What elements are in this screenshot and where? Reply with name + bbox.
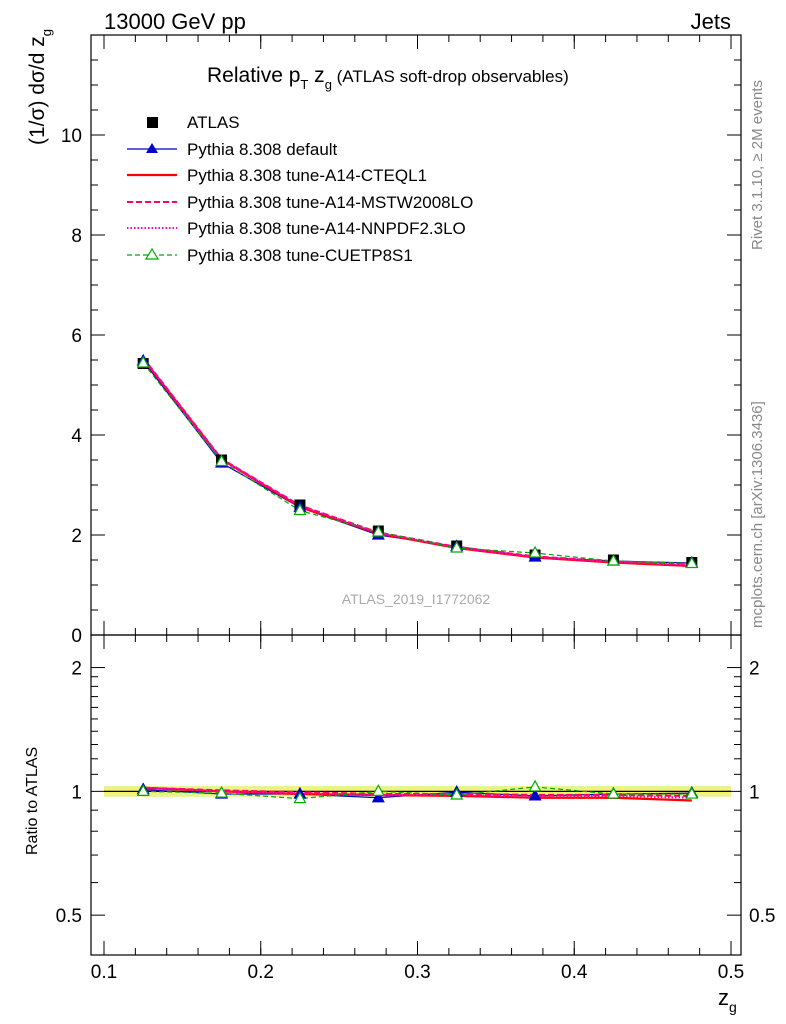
- header-right: Jets: [691, 9, 731, 34]
- legend-item-data: ATLAS: [147, 113, 240, 132]
- x-tick-label: 0.3: [404, 962, 430, 983]
- y-tick-label: 10: [61, 126, 82, 147]
- y-tick-label: 0: [71, 626, 82, 647]
- y-tick-label: 4: [71, 426, 82, 447]
- x-tick-label: 0.1: [91, 962, 117, 983]
- x-tick-label: 0.2: [248, 962, 274, 983]
- series-marker-4: [215, 454, 229, 467]
- legend-item-1: Pythia 8.308 tune-A14-CTEQL1: [127, 166, 427, 185]
- ratio-tick-label-right: 1: [749, 782, 760, 803]
- ratio-tick-label-left: 1: [71, 782, 82, 803]
- y-tick-label: 8: [71, 226, 82, 247]
- legend-item-4: Pythia 8.308 tune-CUETP8S1: [127, 246, 413, 265]
- header-left: 13000 GeV pp: [104, 9, 246, 34]
- legend-item-3: Pythia 8.308 tune-A14-NNPDF2.3LO: [127, 219, 466, 238]
- series-marker-4: [528, 545, 542, 558]
- y-axis-label: (1/σ) dσ/d zg: [26, 29, 54, 145]
- chart-title: Relative pT zg (ATLAS soft-drop observab…: [207, 64, 569, 92]
- ratio-marker-4: [293, 791, 307, 804]
- series-marker-4: [450, 540, 464, 553]
- legend: ATLAS Pythia 8.308 default Pythia 8.308 …: [127, 113, 473, 265]
- ratio-marker-4: [136, 784, 150, 796]
- y-tick-label: 6: [71, 326, 82, 347]
- legend-label-4: Pythia 8.308 tune-CUETP8S1: [187, 246, 413, 265]
- series-marker-4: [293, 503, 307, 516]
- ratio-marker-4: [685, 786, 699, 799]
- legend-label-1: Pythia 8.308 tune-A14-CTEQL1: [187, 166, 427, 185]
- ratio-tick-label-right: 2: [749, 659, 760, 680]
- legend-marker-data: [147, 117, 158, 128]
- ratio-y-axis-label: Ratio to ATLAS: [24, 747, 41, 855]
- chart-dynamic: 0.1 0.2 0.3 0.4 0.5 0 2 4 6 8 10 0.5 0.5 1 1 2 2: [56, 34, 775, 983]
- legend-marker-0: [146, 143, 158, 153]
- ratio-tick-label-right: 0.5: [749, 906, 775, 927]
- ratio-marker-0: [528, 788, 542, 801]
- series-marker-4: [371, 524, 385, 537]
- rivet-label: Rivet 3.1.10, ≥ 2M events: [749, 80, 766, 250]
- ratio-marker-4: [371, 784, 385, 796]
- ratio-marker-4: [215, 785, 229, 798]
- legend-label-0: Pythia 8.308 default: [187, 140, 338, 159]
- series-line-4: [142, 362, 692, 565]
- legend-item-2: Pythia 8.308 tune-A14-MSTW2008LO: [127, 193, 473, 212]
- legend-label-2: Pythia 8.308 tune-A14-MSTW2008LO: [187, 193, 473, 212]
- ratio-marker-0: [371, 790, 385, 803]
- ratio-marker-4: [606, 786, 620, 799]
- ratio-marker-4: [450, 787, 464, 800]
- ratio-tick-label-left: 0.5: [56, 906, 82, 927]
- legend-marker-4: [144, 247, 160, 260]
- ratio-tick-label-left: 2: [71, 659, 82, 680]
- mcplots-label: mcplots.cern.ch [arXiv:1306.3436]: [749, 401, 766, 628]
- series-marker-4: [606, 553, 620, 566]
- y-tick-label: 2: [71, 526, 82, 547]
- series-line-3: [142, 357, 692, 567]
- legend-label-data: ATLAS: [187, 113, 240, 132]
- x-tick-label: 0.4: [561, 962, 588, 983]
- ratio-plot-frame: [90, 634, 742, 956]
- legend-label-3: Pythia 8.308 tune-A14-NNPDF2.3LO: [187, 219, 466, 238]
- ratio-marker-4: [528, 779, 542, 792]
- x-tick-label: 0.5: [718, 962, 744, 983]
- legend-item-0: Pythia 8.308 default: [127, 140, 338, 159]
- series-marker-4: [685, 556, 699, 569]
- series-marker-4: [136, 355, 150, 368]
- analysis-id: ATLAS_2019_I1772062: [342, 591, 491, 607]
- ratio-line-4: [143, 786, 692, 800]
- ratio-line-3: [143, 786, 692, 799]
- x-axis-label: zg: [718, 985, 737, 1015]
